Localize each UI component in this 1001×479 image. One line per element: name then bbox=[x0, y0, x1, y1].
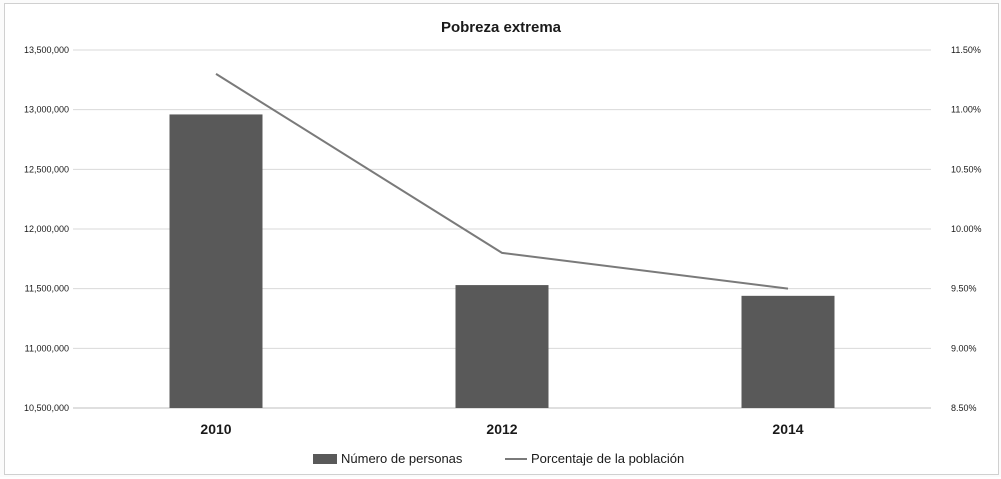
category-axis-labels: 2010 2012 2014 bbox=[200, 421, 803, 437]
left-tick-label: 10,500,000 bbox=[24, 403, 69, 413]
left-axis-ticks: 10,500,000 11,000,000 11,500,000 12,000,000… bbox=[24, 45, 69, 413]
legend: Número de personas Porcentaje de la pobla… bbox=[313, 451, 684, 466]
right-tick-label: 11.50% bbox=[951, 45, 981, 55]
category-label-2014: 2014 bbox=[772, 421, 803, 437]
left-tick-label: 11,500,000 bbox=[25, 284, 69, 294]
category-label-2010: 2010 bbox=[200, 421, 231, 437]
chart-title: Pobreza extrema bbox=[441, 19, 562, 36]
left-tick-label: 12,000,000 bbox=[24, 224, 69, 234]
right-tick-label: 10.50% bbox=[951, 164, 982, 174]
chart-frame: Pobreza extrema 10,500,000 11,000,000 11,5… bbox=[4, 3, 999, 475]
right-tick-label: 11.00% bbox=[951, 105, 981, 115]
right-axis-ticks: 8.50% 9.00% 9.50% 10.00% 10.50% 11.00% 11.50% bbox=[951, 45, 982, 413]
line-porcentaje bbox=[216, 74, 788, 289]
right-tick-label: 10.00% bbox=[951, 224, 982, 234]
bar-2014 bbox=[742, 296, 835, 408]
legend-label-line: Porcentaje de la población bbox=[531, 451, 684, 466]
legend-swatch-bar bbox=[313, 454, 337, 464]
right-tick-label: 9.50% bbox=[951, 284, 977, 294]
left-tick-label: 11,000,000 bbox=[25, 343, 69, 353]
bar-2010 bbox=[170, 114, 263, 408]
left-tick-label: 13,500,000 bbox=[24, 45, 69, 55]
bar-series bbox=[170, 114, 835, 408]
right-tick-label: 9.00% bbox=[951, 343, 977, 353]
right-tick-label: 8.50% bbox=[951, 403, 977, 413]
combo-chart: Pobreza extrema 10,500,000 11,000,000 11,5… bbox=[5, 4, 998, 474]
left-tick-label: 12,500,000 bbox=[24, 164, 69, 174]
legend-label-bar: Número de personas bbox=[341, 451, 463, 466]
bar-2012 bbox=[456, 285, 549, 408]
left-tick-label: 13,000,000 bbox=[24, 105, 69, 115]
line-series bbox=[216, 74, 788, 289]
category-label-2012: 2012 bbox=[486, 421, 517, 437]
